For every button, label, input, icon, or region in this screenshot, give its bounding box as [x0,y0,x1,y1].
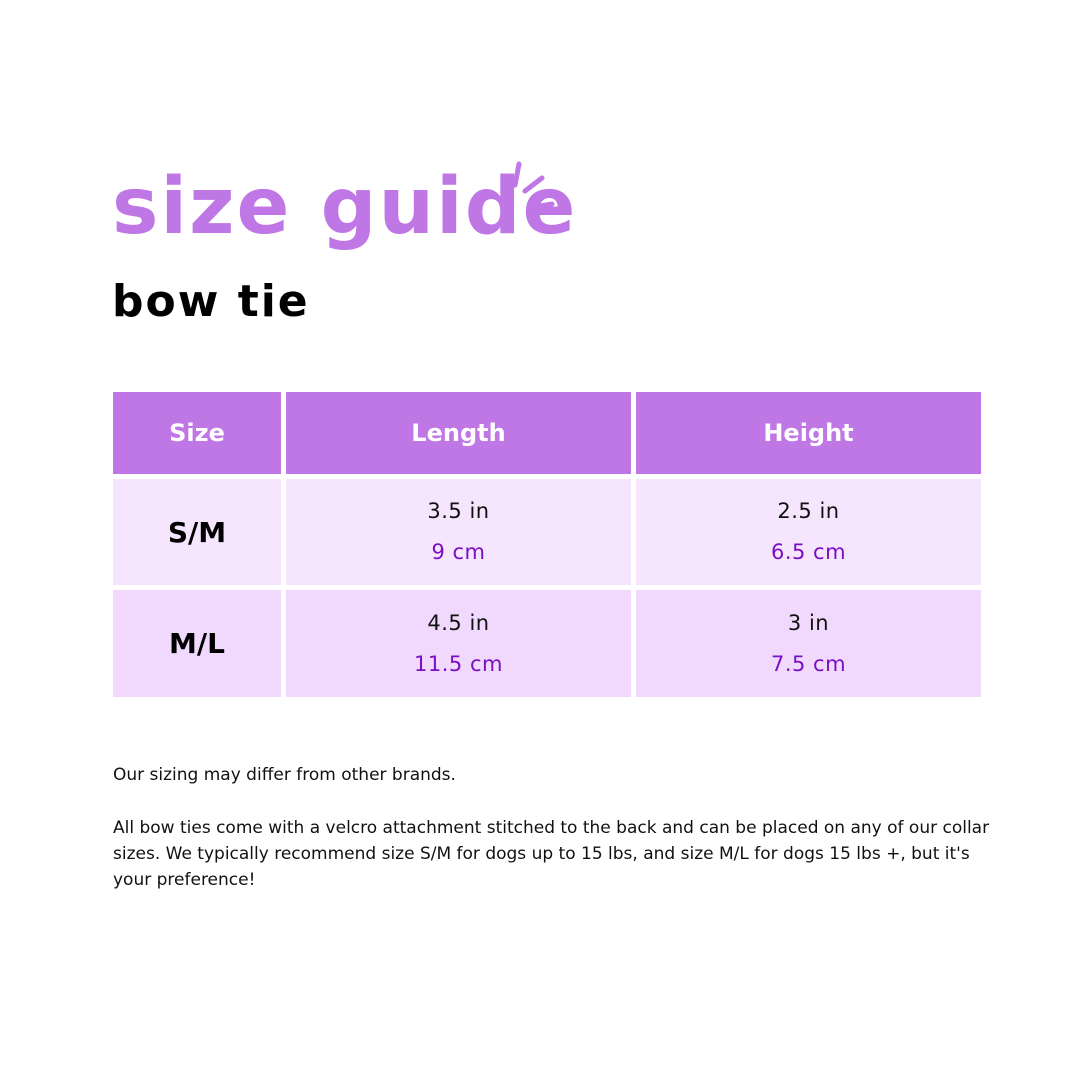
size-cell: M/L [113,590,281,697]
length-cell: 4.5 in 11.5 cm [286,590,631,697]
height-cm: 7.5 cm [770,651,847,676]
length-in: 3.5 in [427,499,490,523]
height-cell: 2.5 in 6.5 cm [636,479,981,585]
page-subtitle: bow tie [112,276,310,327]
length-in: 4.5 in [427,610,490,635]
height-cm: 6.5 cm [770,540,847,564]
size-cell: S/M [113,479,281,585]
height-cell: 3 in 7.5 cm [636,590,981,697]
height-in: 3 in [787,610,830,635]
length-cm: 9 cm [431,540,486,564]
attachment-note: All bow ties come with a velcro attachme… [113,818,990,890]
page-title: size guide [112,162,578,252]
length-cm: 11.5 cm [414,651,503,676]
header-length: Length [286,392,631,474]
height-in: 2.5 in [777,499,840,523]
sizing-note: Our sizing may differ from other brands. [113,765,456,785]
sparkle-icon [512,161,555,211]
header-size: Size [113,392,281,474]
header-height: Height [636,392,981,474]
length-cell: 3.5 in 9 cm [286,479,631,585]
